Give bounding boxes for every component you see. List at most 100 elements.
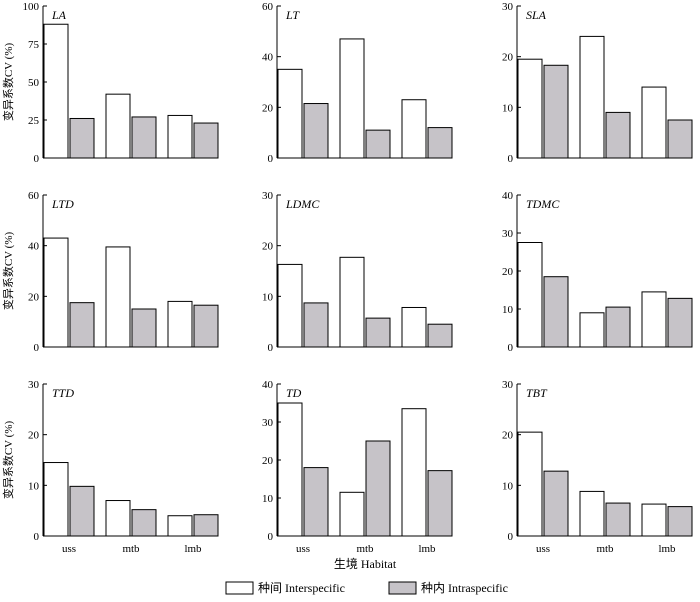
legend-swatch-interspecific — [225, 581, 254, 595]
y-tick-label: 40 — [262, 379, 274, 391]
bar-lmb-interspecific — [167, 300, 193, 348]
bar-mtb-interspecific — [339, 491, 365, 537]
panel-title: SLA — [526, 8, 547, 22]
y-tick-label: 25 — [28, 115, 40, 127]
chart-panel-ttd: TTD 0 10 20 30 uss mtb lmb 变异系数CV (%) — [1, 379, 219, 555]
panel-title: TTD — [52, 386, 74, 400]
chart-panel-td: TD 0 10 20 30 40 uss mtb lmb — [262, 379, 453, 555]
panel-title: TDMC — [526, 197, 560, 211]
bar-mtb-interspecific — [105, 246, 131, 348]
x-tick-label: uss — [536, 543, 550, 555]
bar-uss-interspecific — [277, 263, 303, 348]
x-tick-label: lmb — [184, 543, 202, 555]
x-axis-label-group: 生境 Habitat — [334, 556, 397, 571]
y-tick-label: 10 — [262, 291, 274, 303]
bar-uss-intraspecific — [543, 64, 569, 159]
y-tick-label: 0 — [508, 342, 514, 354]
bar-mtb-interspecific — [105, 93, 131, 159]
y-tick-label: 10 — [502, 102, 514, 114]
y-tick-label: 60 — [28, 190, 40, 202]
bar-uss-interspecific — [277, 68, 303, 159]
legend-label-interspecific: 种间 Interspecific — [258, 581, 345, 595]
bar-uss-interspecific — [517, 58, 543, 159]
bar-uss-interspecific — [43, 23, 69, 159]
legend: 种间 Interspecific 种内 Intraspecific — [225, 581, 508, 595]
x-tick-label: uss — [296, 543, 310, 555]
chart-panel-lt: LT 0 20 40 60 — [262, 1, 453, 165]
chart-panel-ldmc: LDMC 0 10 20 30 — [262, 190, 453, 354]
bar-lmb-intraspecific — [427, 127, 453, 159]
x-tick-label: mtb — [596, 543, 614, 555]
y-tick-label: 40 — [502, 190, 514, 202]
panel-title: LA — [51, 8, 67, 22]
bar-uss-interspecific — [277, 402, 303, 537]
y-tick-label: 20 — [502, 266, 514, 278]
y-tick-label: 0 — [508, 531, 514, 543]
bar-uss-intraspecific — [69, 302, 95, 348]
y-tick-label: 30 — [262, 417, 274, 429]
legend-label-intraspecific: 种内 Intraspecific — [421, 581, 508, 595]
bar-lmb-intraspecific — [427, 323, 453, 348]
bar-mtb-interspecific — [579, 312, 605, 348]
y-axis-label: 变异系数CV (%) — [1, 232, 15, 311]
y-tick-label: 20 — [28, 291, 40, 303]
y-tick-label: 30 — [502, 1, 514, 13]
y-tick-label: 30 — [28, 379, 40, 391]
bar-uss-intraspecific — [69, 485, 95, 537]
y-tick-label: 20 — [502, 430, 514, 442]
x-tick-label: lmb — [658, 543, 676, 555]
y-tick-label: 30 — [502, 379, 514, 391]
chart-panel-tdmc: TDMC 0 10 20 30 40 — [502, 190, 693, 354]
y-tick-label: 20 — [262, 455, 274, 467]
bar-mtb-interspecific — [579, 35, 605, 159]
bar-lmb-intraspecific — [193, 304, 219, 348]
y-tick-label: 10 — [28, 480, 40, 492]
chart-panel-ltd: LTD 0 20 40 60 变异系数CV (%) — [1, 190, 219, 354]
bar-mtb-interspecific — [339, 38, 365, 159]
bar-lmb-intraspecific — [667, 297, 693, 348]
bar-lmb-interspecific — [401, 99, 427, 159]
bar-mtb-interspecific — [339, 256, 365, 348]
bar-lmb-intraspecific — [427, 470, 453, 537]
x-tick-label: mtb — [356, 543, 374, 555]
bar-uss-interspecific — [517, 431, 543, 537]
bar-lmb-interspecific — [167, 515, 193, 537]
y-tick-label: 40 — [262, 52, 274, 64]
bar-mtb-intraspecific — [131, 308, 157, 348]
bar-mtb-intraspecific — [131, 509, 157, 537]
y-tick-label: 0 — [34, 153, 40, 165]
y-tick-label: 0 — [34, 342, 40, 354]
y-tick-label: 40 — [28, 241, 40, 253]
y-tick-label: 10 — [262, 493, 274, 505]
y-axis-label: 变异系数CV (%) — [1, 421, 15, 500]
bar-lmb-interspecific — [401, 408, 427, 537]
y-tick-label: 20 — [262, 102, 274, 114]
y-tick-label: 100 — [23, 1, 40, 13]
bar-mtb-interspecific — [579, 490, 605, 537]
bar-lmb-intraspecific — [193, 514, 219, 537]
bar-uss-intraspecific — [543, 470, 569, 537]
bar-uss-interspecific — [43, 237, 69, 348]
bar-lmb-interspecific — [641, 503, 667, 537]
x-tick-label: uss — [62, 543, 76, 555]
bar-mtb-interspecific — [105, 500, 131, 537]
panel-title: LT — [285, 8, 300, 22]
x-axis-label: 生境 Habitat — [334, 556, 397, 571]
y-tick-label: 20 — [502, 52, 514, 64]
bar-uss-intraspecific — [303, 302, 329, 348]
bar-uss-intraspecific — [303, 103, 329, 159]
bar-mtb-intraspecific — [605, 502, 631, 537]
y-tick-label: 20 — [28, 430, 40, 442]
bar-lmb-interspecific — [641, 86, 667, 159]
bar-mtb-intraspecific — [605, 306, 631, 348]
y-tick-label: 50 — [28, 77, 40, 89]
chart-panel-la: LA 0 25 50 75 100 变异系数CV (%) — [1, 1, 219, 165]
y-tick-label: 0 — [508, 153, 514, 165]
x-tick-label: lmb — [418, 543, 436, 555]
y-tick-label: 0 — [268, 153, 274, 165]
y-axis-label: 变异系数CV (%) — [1, 43, 15, 122]
y-tick-label: 75 — [28, 39, 40, 51]
